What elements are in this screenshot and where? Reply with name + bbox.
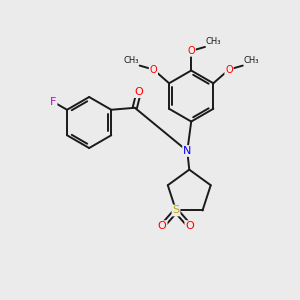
Text: CH₃: CH₃ <box>244 56 259 64</box>
Text: O: O <box>185 221 194 231</box>
Text: O: O <box>134 87 143 97</box>
Text: F: F <box>50 97 56 107</box>
Text: O: O <box>225 64 233 74</box>
Text: O: O <box>158 221 167 231</box>
Text: S: S <box>172 206 180 215</box>
Text: CH₃: CH₃ <box>123 56 139 64</box>
Text: O: O <box>150 64 157 74</box>
Text: O: O <box>188 46 195 56</box>
Text: CH₃: CH₃ <box>206 37 221 46</box>
Text: N: N <box>183 146 191 156</box>
